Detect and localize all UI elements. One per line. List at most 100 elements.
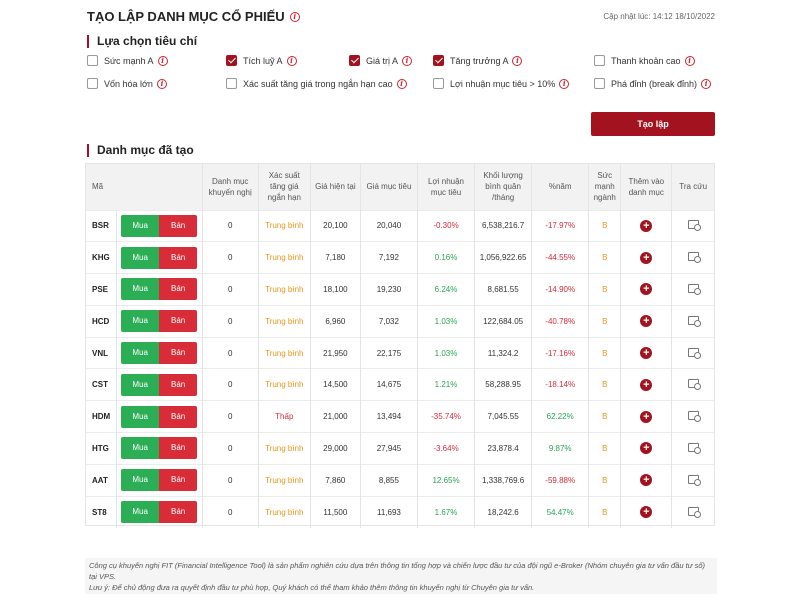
info-icon[interactable]: i (157, 55, 168, 66)
criterion-checkbox[interactable] (226, 55, 237, 66)
target-price: 13,494 (360, 400, 418, 433)
add-to-portfolio-icon[interactable]: + (640, 219, 653, 232)
lookup-icon[interactable] (687, 506, 701, 518)
stock-code[interactable]: KHG (86, 241, 117, 274)
buy-button[interactable]: Mua (121, 310, 160, 333)
trade-buttons: Mua Bán (121, 246, 198, 269)
buy-button[interactable]: Mua (121, 469, 160, 492)
lookup-icon[interactable] (687, 283, 701, 295)
info-icon[interactable]: i (402, 55, 413, 66)
criterion-checkbox[interactable] (87, 55, 98, 66)
sell-button[interactable]: Bán (159, 373, 198, 396)
lookup-icon[interactable] (687, 411, 701, 423)
lookup-icon[interactable] (687, 252, 701, 264)
recommended-count: 0 (202, 336, 259, 369)
criterion-checkbox[interactable] (226, 78, 237, 89)
sell-button[interactable]: Bán (159, 469, 198, 492)
stock-code[interactable]: HTG (86, 432, 117, 465)
stock-code[interactable]: CST (86, 368, 117, 401)
criterion-checkbox[interactable] (349, 55, 360, 66)
info-icon[interactable]: i (512, 55, 523, 66)
buy-button[interactable]: Mua (121, 405, 160, 428)
add-to-portfolio-icon[interactable]: + (640, 474, 653, 487)
lookup-icon[interactable] (687, 474, 701, 486)
table-body: BSR Mua Bán 0 Trung bình 20,100 20,040 -0.30% 6,… (86, 209, 714, 528)
sell-button[interactable]: Bán (159, 310, 198, 333)
sell-button[interactable]: Bán (159, 278, 198, 301)
avg-volume: 18,242.6 (474, 495, 533, 528)
add-to-portfolio-icon[interactable]: + (640, 378, 653, 391)
sell-button[interactable]: Bán (159, 437, 198, 460)
buy-button[interactable]: Mua (121, 214, 160, 237)
lookup-icon[interactable] (687, 347, 701, 359)
yearly-return: 9.87% (531, 432, 590, 465)
criterion-checkbox[interactable] (87, 78, 98, 89)
criterion-checkbox[interactable] (594, 55, 605, 66)
lookup-icon[interactable] (687, 379, 701, 391)
info-icon[interactable]: i (289, 11, 300, 22)
lookup-icon[interactable] (687, 220, 701, 232)
current-price: 14,500 (310, 368, 361, 401)
info-icon[interactable]: i (286, 55, 297, 66)
updated-timestamp: Cập nhật lúc: 14:12 18/10/2022 (603, 12, 715, 21)
info-icon[interactable]: i (701, 78, 712, 89)
add-to-portfolio-icon[interactable]: + (640, 315, 653, 328)
lookup-icon[interactable] (687, 442, 701, 454)
info-icon[interactable]: i (396, 78, 407, 89)
target-price: 14,675 (360, 368, 418, 401)
criterion-checkbox[interactable] (433, 78, 444, 89)
avg-volume: 122,684.05 (474, 304, 533, 338)
stock-code[interactable]: VNL (86, 336, 117, 369)
buy-button[interactable]: Mua (121, 246, 160, 269)
table-row: KHG Mua Bán 0 Trung bình 7,180 7,192 0.16% 1,056… (86, 241, 714, 274)
recommended-count: 0 (202, 368, 259, 401)
info-icon[interactable]: i (559, 78, 570, 89)
sell-button[interactable]: Bán (159, 501, 198, 524)
stock-code[interactable]: AAT (86, 463, 117, 497)
stock-code[interactable]: BSR (86, 209, 117, 242)
stock-code[interactable]: HDM (86, 400, 117, 433)
sell-button[interactable]: Bán (159, 214, 198, 237)
buy-button[interactable]: Mua (121, 342, 160, 365)
target-profit: 12.65% (417, 463, 476, 497)
lookup-cell (671, 241, 714, 274)
sell-button[interactable]: Bán (159, 246, 198, 269)
add-to-portfolio-icon[interactable]: + (640, 283, 653, 296)
criterion-7[interactable]: Lợi nhuận mục tiêu > 10% i (433, 78, 570, 89)
add-to-portfolio-icon[interactable]: + (640, 251, 653, 264)
criterion-checkbox[interactable] (433, 55, 444, 66)
add-to-portfolio-icon[interactable]: + (640, 410, 653, 423)
sell-button[interactable]: Bán (159, 342, 198, 365)
add-to-portfolio-icon[interactable]: + (640, 506, 653, 519)
target-price: 7,032 (360, 304, 418, 338)
info-icon[interactable]: i (156, 78, 167, 89)
add-to-portfolio-icon[interactable]: + (640, 347, 653, 360)
buy-button[interactable]: Mua (121, 373, 160, 396)
recommended-count: 0 (202, 304, 259, 338)
table-row: HCD Mua Bán 0 Trung bình 6,960 7,032 1.03% 122,6… (86, 304, 714, 338)
page-title: TẠO LẬP DANH MỤC CỔ PHIẾU i (87, 9, 300, 24)
criterion-checkbox[interactable] (594, 78, 605, 89)
stock-code[interactable]: ST8 (86, 495, 117, 528)
add-to-portfolio-icon[interactable]: + (640, 442, 653, 455)
sell-button[interactable]: Bán (159, 405, 198, 428)
trade-cell: Mua Bán (116, 304, 203, 338)
buy-button[interactable]: Mua (121, 278, 160, 301)
criterion-6[interactable]: Xác suất tăng giá trong ngắn hạn cao i (226, 78, 407, 89)
criterion-8[interactable]: Phá đỉnh (break đỉnh) i (594, 78, 712, 89)
stock-code[interactable]: HCD (86, 304, 117, 338)
lookup-icon[interactable] (687, 315, 701, 327)
stock-code[interactable]: PSE (86, 273, 117, 306)
avg-volume: 1,056,922.65 (474, 241, 533, 274)
buy-button[interactable]: Mua (121, 501, 160, 524)
buy-button[interactable]: Mua (121, 437, 160, 460)
criterion-5[interactable]: Vốn hóa lớn i (87, 78, 167, 89)
create-button[interactable]: Tạo lập (591, 112, 715, 136)
info-icon[interactable]: i (684, 55, 695, 66)
criterion-4[interactable]: Thanh khoản cao i (594, 55, 695, 66)
trade-cell: Mua Bán (116, 463, 203, 497)
